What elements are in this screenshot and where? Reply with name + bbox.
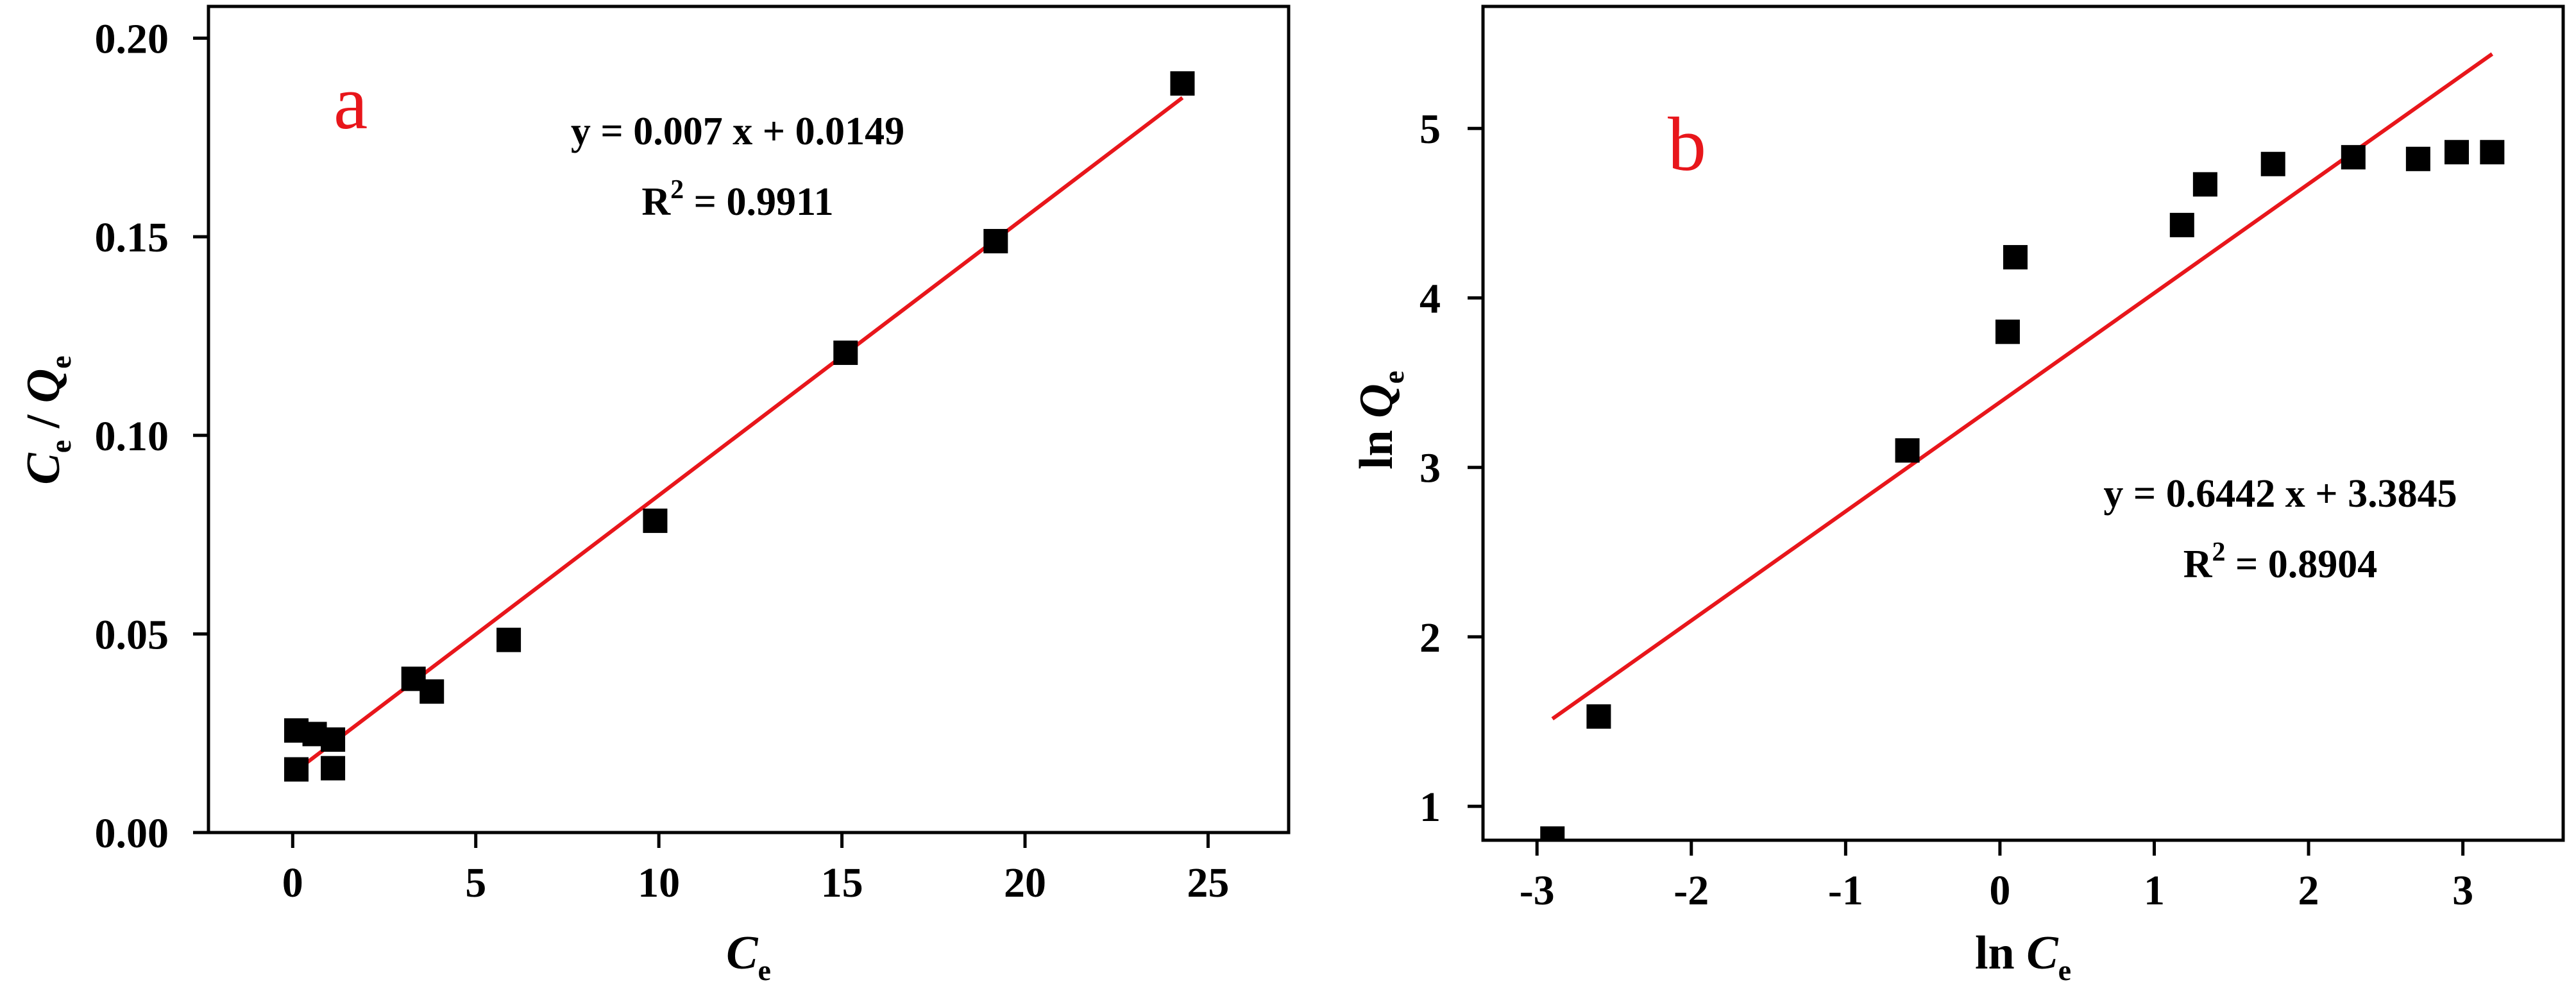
r-squared-label: R bbox=[2183, 543, 2213, 586]
data-point bbox=[2192, 172, 2217, 197]
fit-equation: y = 0.6442 x + 3.3845 bbox=[2103, 472, 2457, 516]
data-point bbox=[833, 340, 858, 365]
r-squared: R2 = 0.9911 bbox=[641, 175, 833, 224]
y-axis-title-symbol: C bbox=[17, 452, 70, 485]
data-point bbox=[2445, 140, 2470, 165]
data-points bbox=[284, 71, 1195, 782]
x-tick-label: 3 bbox=[2452, 867, 2473, 914]
data-points bbox=[1540, 140, 2505, 840]
x-tick-label: -3 bbox=[1520, 867, 1555, 914]
panel-b: -3 -2 -1 0 1 2 3 1 2 3 4 5 b y = 0.6442 x + 3.3845 R2 … bbox=[1350, 4, 2565, 986]
data-point bbox=[1895, 438, 1920, 463]
data-point bbox=[1170, 71, 1195, 96]
x-tick-label: 25 bbox=[1187, 859, 1229, 906]
data-point bbox=[2169, 212, 2194, 237]
x-axis-title-subscript: e bbox=[2058, 954, 2071, 986]
data-point bbox=[284, 757, 309, 782]
x-tick-label: 1 bbox=[2144, 867, 2165, 914]
r-squared-superscript: 2 bbox=[670, 175, 684, 205]
data-point bbox=[321, 756, 346, 781]
plot-frame bbox=[207, 4, 1291, 834]
x-tick-label: 20 bbox=[1004, 859, 1046, 906]
data-point bbox=[643, 508, 668, 533]
data-point bbox=[2003, 245, 2028, 270]
r-squared-label: R bbox=[641, 180, 671, 224]
x-axis-title-symbol: C bbox=[726, 927, 759, 979]
y-tick-label: 3 bbox=[1419, 445, 1441, 492]
y-axis-title-symbol: Q bbox=[1350, 384, 1403, 418]
fit-line bbox=[295, 96, 1184, 772]
x-axis-title-subscript: e bbox=[758, 954, 770, 986]
y-axis-title-subscript: e bbox=[44, 355, 77, 368]
data-point bbox=[2480, 140, 2505, 165]
y-axis-title: ln Qe bbox=[1350, 371, 1410, 470]
x-axis-title-prefix: ln bbox=[1975, 927, 2026, 979]
data-point bbox=[2341, 145, 2366, 170]
fit-line bbox=[1551, 52, 2494, 721]
data-point bbox=[321, 727, 346, 752]
x-tick-label: 10 bbox=[638, 859, 680, 906]
r-squared-superscript: 2 bbox=[2212, 537, 2225, 567]
y-tick-label: 4 bbox=[1419, 275, 1441, 322]
x-tick-label: 15 bbox=[821, 859, 863, 906]
panel-label: b bbox=[1668, 101, 1706, 187]
x-tick-label: 0 bbox=[1989, 867, 2010, 914]
x-tick-label: -2 bbox=[1674, 867, 1709, 914]
y-axis-title-prefix: ln bbox=[1350, 418, 1403, 470]
y-tick-label: 0.00 bbox=[95, 810, 169, 857]
y-tick-label: 5 bbox=[1419, 106, 1441, 153]
data-point bbox=[1540, 826, 1565, 840]
x-axis-title: ln Ce bbox=[1975, 927, 2071, 986]
plot-frame bbox=[1481, 4, 2565, 842]
data-point bbox=[496, 627, 521, 652]
x-axis-title: Ce bbox=[726, 927, 771, 986]
y-tick-label: 1 bbox=[1419, 784, 1441, 831]
y-tick-label: 0.20 bbox=[95, 16, 169, 63]
data-point bbox=[419, 679, 445, 704]
x-tick-label: -1 bbox=[1828, 867, 1863, 914]
panel-label: a bbox=[334, 60, 368, 145]
r-squared-value: = 0.9911 bbox=[684, 180, 833, 224]
y-axis-title-subscript: e bbox=[44, 440, 77, 453]
fit-equation: y = 0.007 x + 0.0149 bbox=[571, 110, 904, 153]
data-point bbox=[2405, 146, 2430, 171]
data-point bbox=[2260, 151, 2285, 176]
y-tick-label: 2 bbox=[1419, 614, 1441, 661]
y-axis-title-separator: / bbox=[17, 403, 70, 440]
r-squared-value: = 0.8904 bbox=[2225, 543, 2377, 586]
data-point bbox=[983, 228, 1008, 253]
y-axis-title-subscript: e bbox=[1377, 371, 1410, 384]
r-squared: R2 = 0.8904 bbox=[2183, 537, 2378, 586]
x-tick-label: 0 bbox=[282, 859, 303, 906]
y-axis-title-symbol: Q bbox=[17, 369, 70, 403]
y-tick-label: 0.15 bbox=[95, 214, 169, 261]
panel-a: 0 5 10 15 20 25 0.00 0.05 0.10 0.15 0.20 a y = 0.007… bbox=[17, 4, 1291, 986]
y-axis-title: Ce / Qe bbox=[17, 355, 77, 484]
y-tick-label: 0.05 bbox=[95, 611, 169, 658]
x-tick-label: 5 bbox=[465, 859, 486, 906]
data-point bbox=[1995, 319, 2020, 344]
x-axis-title-symbol: C bbox=[2026, 927, 2059, 979]
y-tick-label: 0.10 bbox=[95, 413, 169, 460]
x-tick-label: 2 bbox=[2298, 867, 2319, 914]
data-point bbox=[1586, 704, 1611, 729]
